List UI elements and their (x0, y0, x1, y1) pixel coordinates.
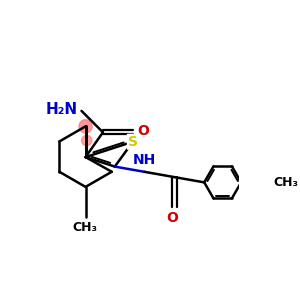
Text: S: S (128, 135, 138, 149)
Text: H₂N: H₂N (46, 102, 78, 117)
Text: O: O (166, 211, 178, 225)
Text: NH: NH (133, 153, 156, 167)
Text: CH₃: CH₃ (72, 221, 97, 234)
Text: O: O (137, 124, 149, 138)
Text: CH₃: CH₃ (274, 176, 299, 189)
Circle shape (79, 120, 92, 133)
Circle shape (82, 135, 92, 146)
